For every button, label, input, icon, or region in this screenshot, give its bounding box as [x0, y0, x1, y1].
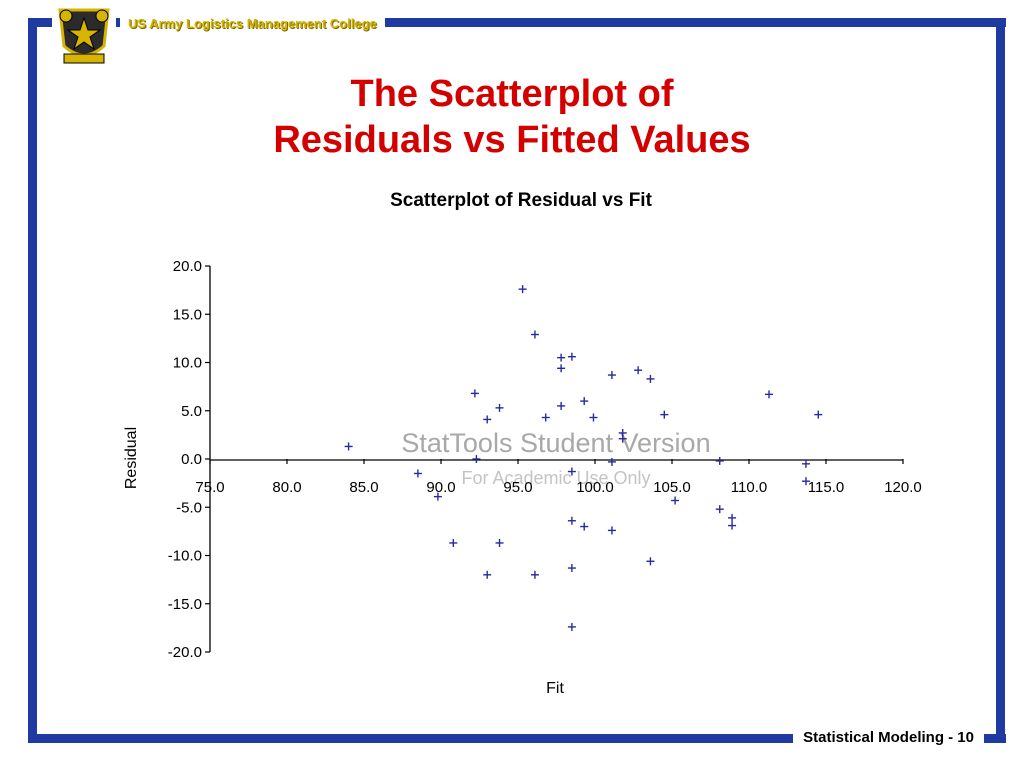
data-point [589, 413, 598, 422]
y-tick-label: -5.0 [176, 499, 202, 516]
data-point [413, 469, 422, 478]
data-point [660, 410, 669, 419]
crest-icon [58, 8, 110, 64]
data-point [634, 366, 643, 375]
data-point [801, 459, 810, 468]
x-axis-title: Fit [546, 680, 564, 697]
college-header: US Army Logistics Management College [120, 14, 385, 34]
frame-bottom-bar [28, 734, 1006, 743]
data-point [607, 457, 616, 466]
data-point [646, 374, 655, 383]
data-point [765, 390, 774, 399]
college-name: US Army Logistics Management College [128, 16, 377, 31]
footer: Statistical Modeling - 10 [793, 727, 984, 749]
data-point [567, 622, 576, 631]
data-point [646, 557, 655, 566]
data-point [472, 455, 481, 463]
data-point [728, 513, 737, 522]
x-tick-label: 100.0 [576, 479, 614, 496]
data-point [483, 415, 492, 424]
data-point [618, 434, 627, 443]
data-point [580, 397, 589, 406]
y-tick-label: 0.0 [181, 451, 202, 468]
data-point [530, 330, 539, 339]
data-point [801, 477, 810, 486]
data-point [433, 492, 442, 501]
data-point [557, 364, 566, 373]
watermark-line-1: StatTools Student Version [401, 428, 710, 458]
data-point [541, 413, 550, 422]
frame-right-bar [996, 18, 1005, 743]
x-tick-label: 85.0 [349, 479, 378, 496]
y-tick-label: 5.0 [181, 403, 202, 420]
data-point [607, 526, 616, 535]
data-point [557, 353, 566, 362]
data-point [580, 522, 589, 531]
y-tick-label: -10.0 [168, 548, 202, 565]
x-tick-label: 120.0 [884, 479, 922, 496]
data-point [495, 403, 504, 412]
data-point [344, 442, 353, 451]
x-tick-label: 105.0 [653, 479, 691, 496]
y-axis-title: Residual [123, 427, 140, 489]
data-point [567, 467, 576, 476]
data-point [715, 505, 724, 514]
y-tick-label: -20.0 [168, 644, 202, 661]
x-tick-label: 115.0 [808, 479, 844, 496]
data-point [567, 516, 576, 525]
data-point [483, 570, 492, 579]
data-point [530, 570, 539, 579]
college-crest-logo [52, 2, 116, 68]
y-tick-label: 20.0 [173, 258, 202, 275]
x-tick-label: 90.0 [426, 479, 455, 496]
x-tick-label: 95.0 [503, 479, 532, 496]
data-point [449, 538, 458, 547]
footer-label: Statistical Modeling - 10 [803, 729, 974, 746]
y-tick-label: -15.0 [168, 596, 202, 613]
data-point [814, 410, 823, 419]
data-point [671, 496, 680, 505]
watermark-line-2: For Academic Use Only [461, 468, 650, 488]
data-point [518, 285, 527, 294]
data-point [470, 389, 479, 398]
y-tick-group: 20.0 15.0 10.0 5.0 0.0 -5.0 -10.0 -15.0 -20.0 [168, 258, 210, 661]
y-tick-label: 15.0 [173, 306, 202, 323]
data-point [567, 352, 576, 361]
data-point [715, 456, 724, 465]
y-tick-label: 10.0 [173, 355, 202, 372]
x-tick-label: 80.0 [272, 479, 301, 496]
x-tick-label: 75.0 [195, 479, 224, 496]
x-tick-label: 110.0 [731, 479, 767, 496]
frame-top-bar [28, 18, 1006, 27]
x-tick-group: 75.0 80.0 85.0 90.0 95.0 100.0 105.0 110.0 115.0… [195, 459, 922, 496]
data-point [495, 538, 504, 547]
data-point [567, 564, 576, 573]
scatter-chart: Scatterplot of Residual vs Fit StatTools… [123, 190, 922, 697]
data-point [607, 371, 616, 380]
slide-title-line-1: The Scatterplot of [350, 73, 674, 115]
data-point [728, 521, 737, 530]
frame-left-bar [28, 18, 37, 743]
data-points-group [344, 285, 823, 631]
data-point [557, 401, 566, 410]
watermark-group: StatTools Student Version For Academic U… [401, 428, 710, 488]
slide-title-line-2: Residuals vs Fitted Values [273, 119, 751, 161]
chart-title: Scatterplot of Residual vs Fit [390, 190, 652, 211]
